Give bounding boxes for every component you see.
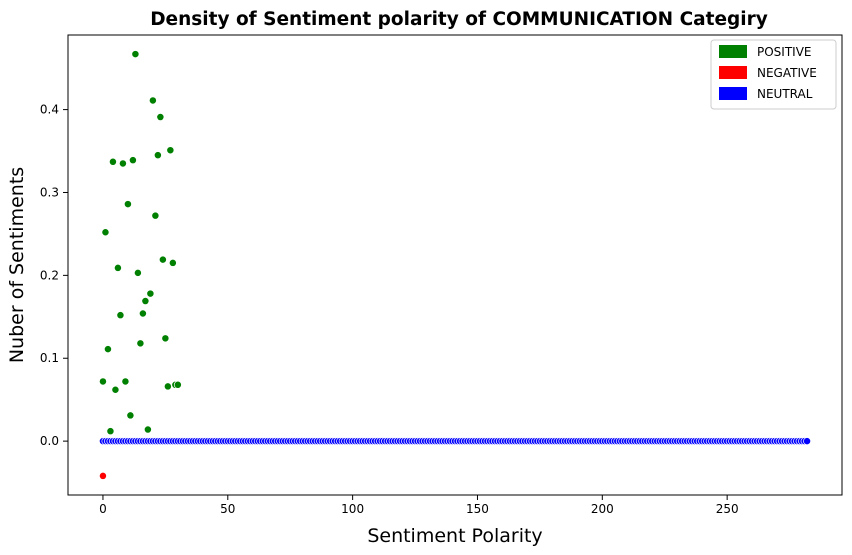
point-positive (126, 411, 135, 420)
x-axis-ticks: 0 50 100 150 200 250 (99, 495, 739, 516)
point-positive (158, 255, 167, 264)
point-positive (99, 377, 107, 386)
point-positive (133, 268, 142, 277)
point-positive (143, 425, 152, 434)
point-positive (146, 289, 155, 298)
chart-title: Density of Sentiment polarity of COMMUNI… (150, 9, 768, 30)
x-tick-label: 100 (341, 502, 364, 516)
legend-swatch-positive (719, 45, 747, 58)
point-positive (116, 311, 125, 320)
point-positive (103, 345, 112, 354)
y-tick-label: 0.0 (40, 434, 59, 448)
y-axis-label: Nuber of Sentiments (6, 167, 28, 363)
x-tick-label: 250 (716, 502, 739, 516)
point-positive (156, 113, 165, 122)
plot-frame (67, 34, 843, 496)
x-tick-label: 0 (99, 502, 107, 516)
point-positive (148, 96, 157, 105)
legend-swatch-neutral (719, 87, 747, 100)
point-positive (151, 211, 160, 220)
point-positive (131, 50, 140, 59)
point-positive (168, 258, 177, 267)
legend-label-negative: NEGATIVE (757, 66, 817, 80)
point-positive (113, 263, 122, 272)
legend: POSITIVE NEGATIVE NEUTRAL (710, 39, 837, 110)
point-positive (163, 382, 172, 391)
x-tick-label: 200 (591, 502, 614, 516)
y-tick-label: 0.4 (40, 103, 59, 117)
point-positive (106, 427, 115, 436)
point-positive (173, 380, 182, 389)
legend-label-neutral: NEUTRAL (757, 87, 813, 101)
x-tick-label: 150 (466, 502, 489, 516)
x-axis-label: Sentiment Polarity (367, 525, 542, 547)
data-points (99, 50, 811, 480)
plot-area (68, 35, 842, 495)
point-positive (138, 309, 147, 318)
point-positive (141, 297, 150, 306)
legend-label-positive: POSITIVE (757, 45, 812, 59)
point-negative (99, 471, 107, 480)
legend-swatch-negative (719, 66, 747, 79)
point-positive (123, 200, 132, 209)
y-tick-label: 0.1 (40, 351, 59, 365)
point-positive (161, 334, 170, 343)
y-tick-label: 0.3 (40, 185, 59, 199)
point-positive (166, 146, 175, 155)
point-neutral (803, 437, 811, 446)
point-positive (136, 339, 145, 348)
point-positive (118, 159, 127, 168)
y-axis-ticks: 0.0 0.1 0.2 0.3 0.4 (40, 103, 68, 448)
y-tick-label: 0.2 (40, 268, 59, 282)
point-positive (111, 385, 120, 394)
point-positive (153, 151, 162, 160)
point-positive (128, 156, 137, 165)
x-tick-label: 50 (220, 502, 235, 516)
point-positive (101, 228, 110, 237)
point-positive (108, 157, 117, 166)
point-positive (121, 377, 130, 386)
